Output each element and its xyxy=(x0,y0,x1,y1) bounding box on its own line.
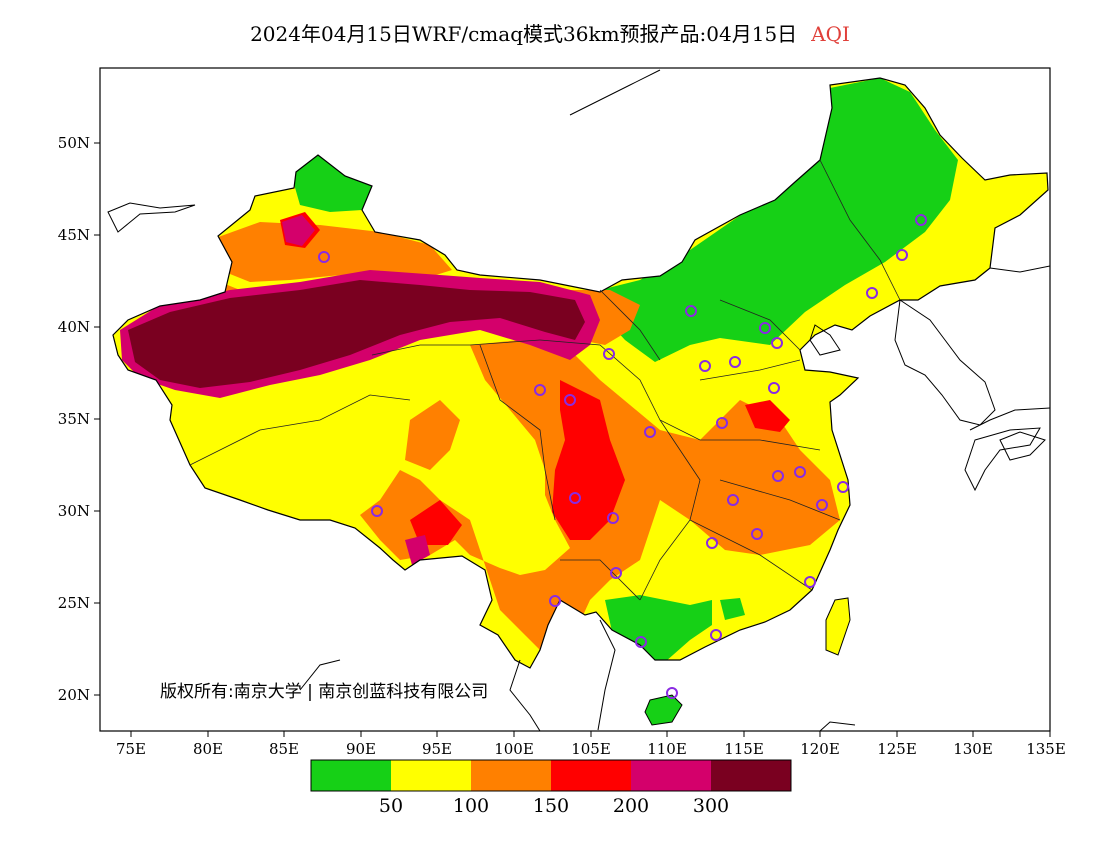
station-marker xyxy=(727,494,739,506)
lat-label: 40N xyxy=(58,318,90,336)
lon-label: 80E xyxy=(193,740,223,758)
aqi-zone-unhealthy-henan xyxy=(745,400,790,432)
lon-label: 130E xyxy=(953,740,993,758)
legend-swatch-hazardous xyxy=(711,760,791,791)
station-marker xyxy=(569,492,581,504)
legend-label: 100 xyxy=(453,795,489,817)
legend-label: 50 xyxy=(379,795,403,817)
station-marker xyxy=(644,426,656,438)
province-borders xyxy=(189,159,901,601)
station-marker xyxy=(804,576,816,588)
station-marker xyxy=(866,287,878,299)
station-marker xyxy=(751,528,763,540)
aqi-zone-very-unhealthy-jungar xyxy=(282,215,315,246)
lat-label: 50N xyxy=(58,134,90,152)
map-frame xyxy=(99,67,1051,732)
station-marker xyxy=(534,384,546,396)
station-marker xyxy=(710,629,722,641)
station-marker xyxy=(729,356,741,368)
legend-label: 150 xyxy=(533,795,569,817)
lon-label: 95E xyxy=(422,740,452,758)
legend-swatch-usg xyxy=(471,760,551,791)
legend-swatch-very-unhealthy xyxy=(631,760,711,791)
aqi-zone-unhealthy-tibet xyxy=(410,500,462,545)
station-marker xyxy=(607,512,619,524)
station-marker xyxy=(318,251,330,263)
station-marker xyxy=(896,249,908,261)
lon-label: 100E xyxy=(494,740,534,758)
lat-label: 45N xyxy=(58,226,90,244)
legend-swatch-moderate xyxy=(391,760,471,791)
lon-label: 90E xyxy=(346,740,376,758)
lon-label: 125E xyxy=(877,740,917,758)
lat-label: 30N xyxy=(58,502,90,520)
legend-frame xyxy=(310,759,792,792)
station-marker xyxy=(772,470,784,482)
lon-label: 135E xyxy=(1026,740,1066,758)
aqi-zone-usg-tibet xyxy=(405,400,460,470)
aqi-zone-good-northeast xyxy=(600,78,958,362)
island-hainan xyxy=(644,694,683,726)
title-main: 2024年04月15日WRF/cmaq模式36km预报产品:04月15日 xyxy=(250,22,798,46)
legend-swatch-unhealthy xyxy=(551,760,631,791)
lon-label: 75E xyxy=(116,740,146,758)
aqi-zone-good-altay xyxy=(290,155,372,212)
lon-label: 85E xyxy=(269,740,299,758)
station-marker xyxy=(706,537,718,549)
station-marker xyxy=(549,595,561,607)
station-marker xyxy=(635,636,647,648)
aqi-zone-usg-north-xinjiang xyxy=(210,222,452,282)
station-marker xyxy=(768,382,780,394)
station-marker xyxy=(837,481,849,493)
station-marker xyxy=(610,567,622,579)
copyright-text: 版权所有:南京大学 | 南京创蓝科技有限公司 xyxy=(160,682,488,702)
station-markers xyxy=(318,214,927,699)
legend-label: 300 xyxy=(693,795,729,817)
station-marker xyxy=(915,214,927,226)
station-marker xyxy=(603,348,615,360)
lat-label: 35N xyxy=(58,410,90,428)
map-title: 2024年04月15日WRF/cmaq模式36km预报产品:04月15日 AQI xyxy=(0,18,1100,47)
station-marker xyxy=(371,505,383,517)
station-marker xyxy=(771,337,783,349)
station-marker xyxy=(666,687,678,699)
neighbor-coastlines xyxy=(107,69,1050,731)
station-marker xyxy=(794,466,806,478)
title-variable: AQI xyxy=(811,22,850,46)
aqi-zone-very-unhealthy-south-tibet xyxy=(405,535,430,565)
legend-label: 200 xyxy=(613,795,649,817)
station-marker xyxy=(716,417,728,429)
station-marker xyxy=(816,499,828,511)
station-marker xyxy=(759,322,771,334)
lat-label: 25N xyxy=(58,594,90,612)
station-marker xyxy=(699,360,711,372)
station-marker xyxy=(564,394,576,406)
lon-label: 105E xyxy=(571,740,611,758)
lon-axis: 75E 80E 85E 90E 95E 100E 105E 110E 115E … xyxy=(116,731,1066,758)
station-marker xyxy=(685,305,697,317)
lon-label: 110E xyxy=(647,740,687,758)
lon-label: 115E xyxy=(724,740,764,758)
lat-label: 20N xyxy=(58,686,90,704)
lat-axis: 50N 45N 40N 35N 30N 25N 20N xyxy=(58,134,100,704)
color-legend: 50 100 150 200 300 xyxy=(310,759,792,817)
legend-swatch-good xyxy=(311,760,391,791)
island-taiwan xyxy=(825,597,851,656)
lon-label: 120E xyxy=(800,740,840,758)
aqi-zone-good-coast xyxy=(720,598,745,620)
aqi-zone-hazardous-taklimakan xyxy=(128,280,585,388)
